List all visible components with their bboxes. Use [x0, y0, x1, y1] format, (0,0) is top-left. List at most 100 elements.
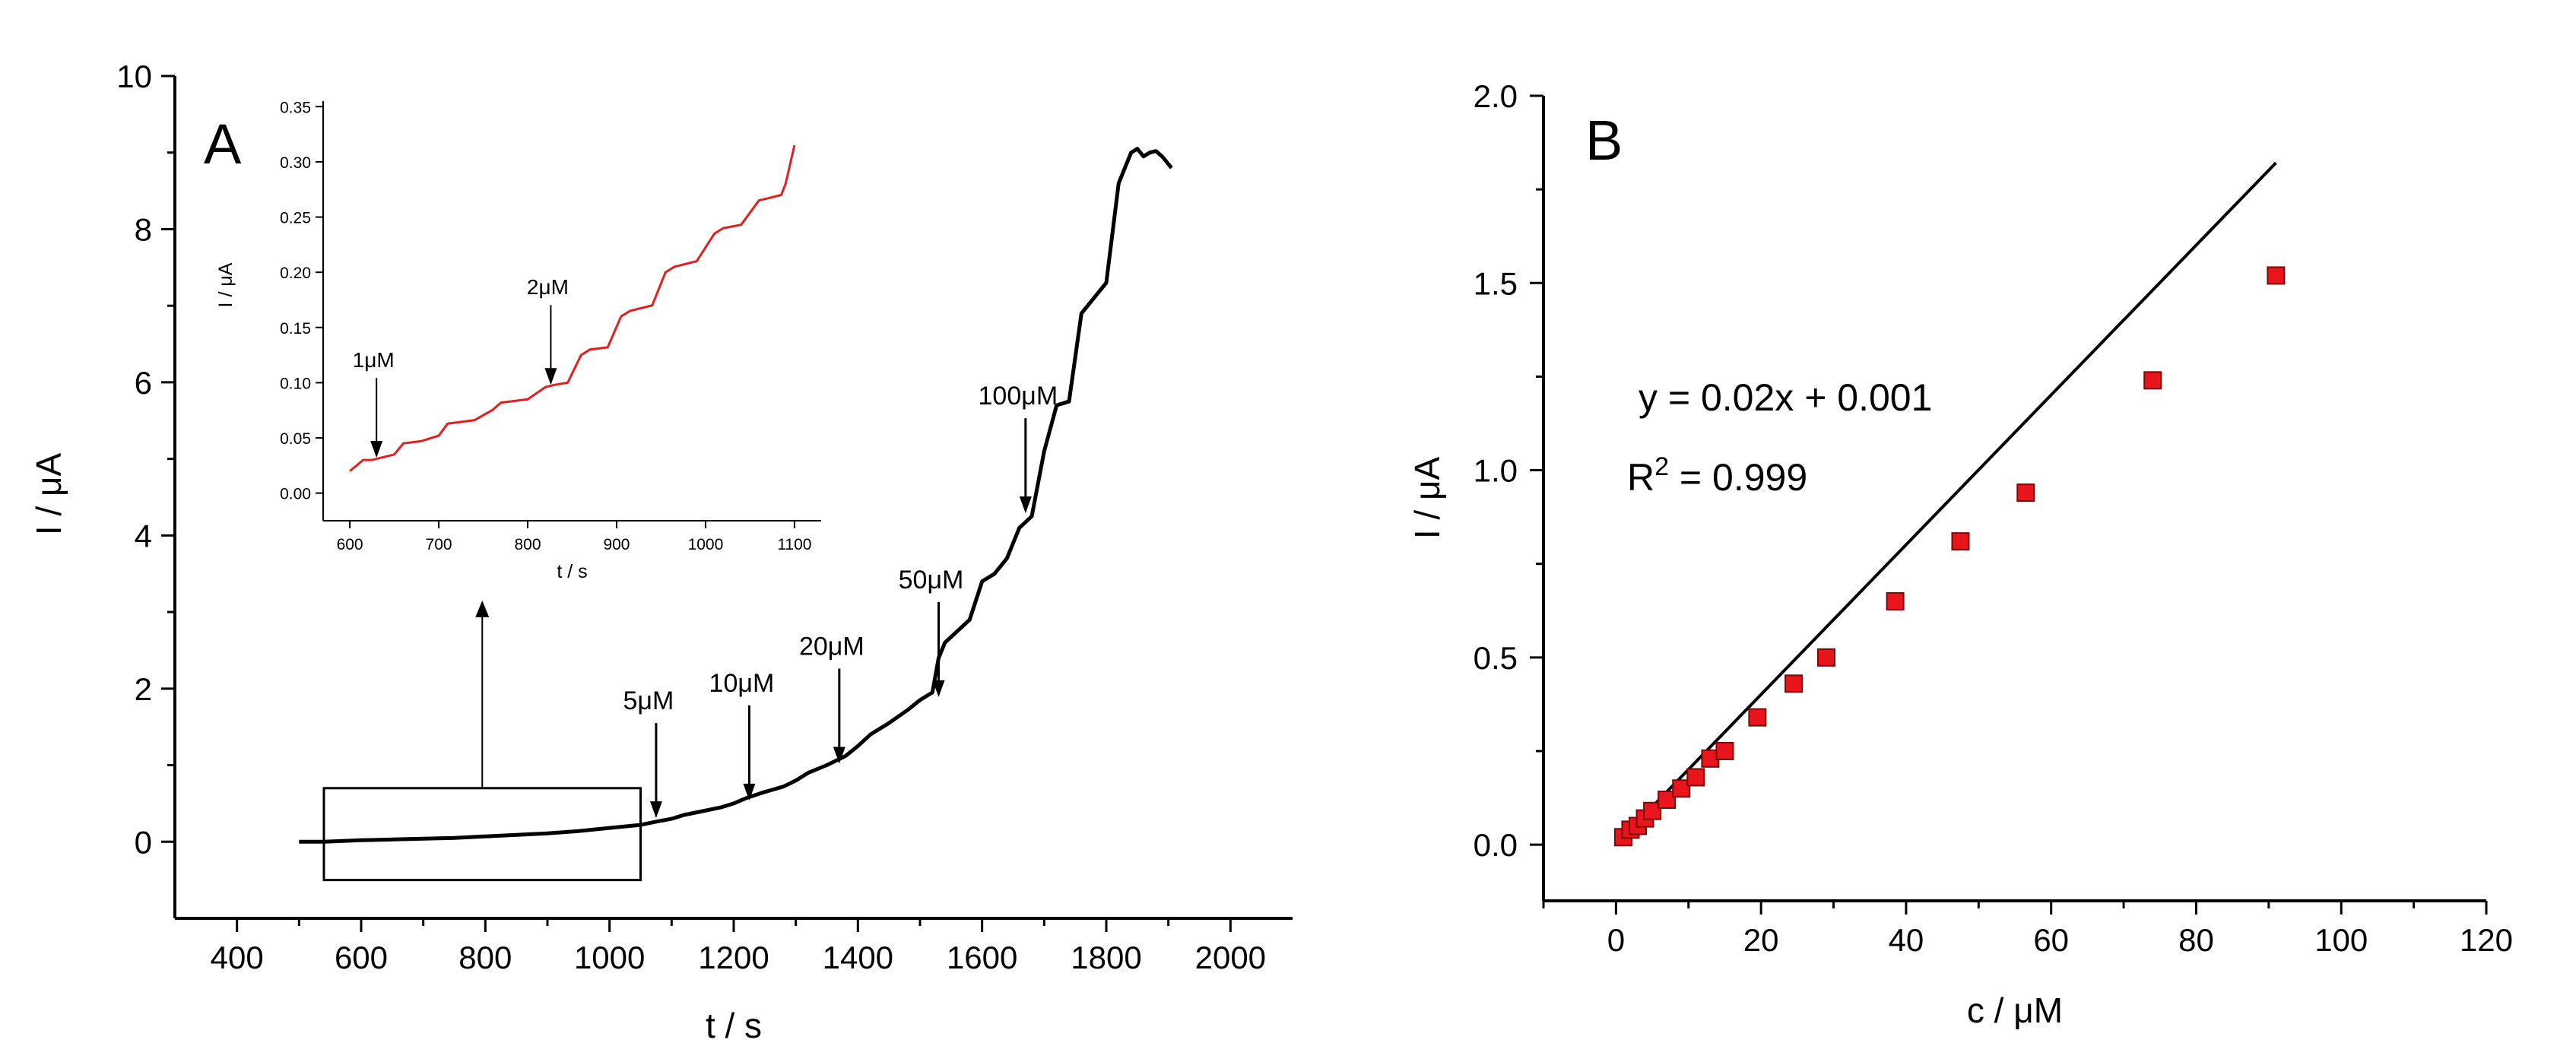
panel-b-chart: 0 20 40 60 80 100 120 0.0 0.5 1.0 1.5 2.0 y = 0.02…	[1407, 78, 2513, 1030]
inset-y-tick-label: 0.10	[280, 375, 311, 392]
inset-y-axis-title: I / μA	[215, 262, 236, 307]
inset-annotations: 1μM 2μM	[353, 275, 569, 458]
data-point	[1748, 708, 1767, 727]
inset-y-tick-label: 0.05	[280, 430, 311, 448]
panel-a-chart: 400 600 800 1000 1200 1400 1600 1800 2000 0 2 4 6 8 1…	[29, 59, 1293, 1045]
panel-a-label: A	[204, 113, 242, 176]
inset-x-tick-label: 900	[603, 536, 630, 553]
panel-b-y-tick-label: 0.5	[1474, 640, 1518, 676]
panel-a-annotation-label: 20μM	[799, 632, 864, 661]
panel-a-arrow-head	[833, 747, 845, 764]
inset-y-tick-label: 0.25	[280, 210, 311, 227]
panel-a-x-tick-label: 400	[211, 940, 264, 975]
inset-chart: 600 700 800 900 1000 1100 0.00 0.05 0.10 0.15 0.2…	[215, 99, 821, 582]
fit-equation: y = 0.02x + 0.001	[1639, 376, 1932, 419]
panel-a-axes	[173, 76, 1293, 920]
data-point	[1672, 779, 1691, 798]
panel-b-x-tick-label: 60	[2033, 922, 2069, 958]
panel-a-y-ticks: 0 2 4 6 8 10	[116, 59, 175, 860]
data-point	[2267, 266, 2286, 285]
panel-a-x-ticks: 400 600 800 1000 1200 1400 1600 1800 2000	[211, 918, 1266, 975]
inset-y-tick-label: 0.30	[280, 154, 311, 172]
panel-b-points	[1613, 266, 2286, 847]
data-point	[1686, 768, 1705, 787]
panel-a-x-tick-label: 1000	[574, 940, 645, 975]
panel-a-annotation-label: 5μM	[623, 686, 674, 715]
inset-annotation-label: 1μM	[353, 348, 395, 372]
inset-y-tick-label: 0.15	[280, 320, 311, 338]
panel-a-arrow-head	[1019, 496, 1032, 514]
panel-a-x-tick-label: 1200	[698, 940, 769, 975]
panel-b-y-tick-label: 1.5	[1474, 265, 1518, 301]
inset-x-tick-label: 700	[426, 536, 452, 553]
inset-annotation-label: 2μM	[527, 275, 569, 299]
inset-arrow-head	[370, 441, 383, 458]
panel-a-y-tick-label: 10	[116, 59, 152, 94]
panel-b-axes	[1542, 96, 2486, 902]
inset-current-line	[349, 144, 796, 472]
data-point	[2016, 483, 2035, 502]
panel-b-y-tick-label: 2.0	[1474, 78, 1518, 114]
data-point	[1886, 591, 1905, 610]
r2-value: = 0.999	[1669, 456, 1807, 499]
panel-b-y-tick-label: 0.0	[1474, 827, 1518, 863]
panel-a-y-tick-label: 4	[135, 518, 152, 553]
panel-a-x-tick-label: 1600	[947, 940, 1017, 975]
panel-a-annotation-label: 10μM	[709, 669, 775, 698]
panel-a-current-line	[299, 147, 1173, 844]
panel-a-x-tick-label: 600	[335, 940, 388, 975]
fit-r-squared: R2 = 0.999	[1627, 452, 1807, 499]
data-point	[1817, 648, 1835, 667]
data-point	[2143, 371, 2162, 390]
data-point	[1658, 791, 1677, 810]
panel-b-x-tick-label: 100	[2314, 922, 2368, 958]
inset-y-ticks: 0.00 0.05 0.10 0.15 0.20 0.25 0.30 0.35	[280, 99, 323, 503]
panel-b-x-tick-label: 0	[1607, 922, 1625, 958]
zoom-arrow-head	[475, 601, 490, 617]
inset-series	[349, 144, 796, 472]
data-point	[1643, 801, 1662, 820]
panel-b-x-axis-title: c / μM	[1967, 991, 2063, 1030]
inset-x-tick-label: 600	[337, 536, 363, 553]
panel-b-y-ticks: 0.0 0.5 1.0 1.5 2.0	[1474, 78, 1543, 863]
panel-b-y-axis-title: I / μA	[1407, 457, 1447, 540]
panel-b-x-tick-label: 120	[2460, 922, 2513, 958]
panel-a-zoom-box	[322, 601, 642, 882]
inset-y-tick-label: 0.35	[280, 99, 311, 116]
inset-y-tick-label: 0.20	[280, 265, 311, 282]
inset-x-tick-label: 1000	[688, 536, 724, 553]
inset-x-axis-title: t / s	[557, 561, 587, 582]
panel-a-y-tick-label: 8	[135, 211, 152, 247]
inset-axes	[322, 101, 821, 521]
panel-a-annotations: 5μM 10μM 20μM 50μM 100μM	[623, 382, 1058, 819]
data-point	[1784, 674, 1804, 693]
panel-a-x-axis-title: t / s	[706, 1006, 762, 1045]
panel-a-x-tick-label: 1400	[823, 940, 893, 975]
inset-x-tick-label: 1100	[777, 536, 811, 553]
panel-a-y-tick-label: 6	[135, 365, 152, 401]
panel-a-arrow-head	[743, 783, 756, 800]
inset-y-tick-label: 0.00	[280, 486, 311, 503]
panel-b-fit-line	[1618, 161, 2277, 842]
panel-b-x-ticks: 0 20 40 60 80 100 120	[1542, 901, 2513, 958]
panel-a-y-axis-title: I / μA	[29, 453, 68, 536]
panel-a-arrow-head	[932, 680, 945, 697]
panel-a-x-tick-label: 2000	[1195, 940, 1266, 975]
r2-superscript: 2	[1654, 452, 1669, 481]
panel-b-x-tick-label: 20	[1743, 922, 1779, 958]
inset-x-tick-label: 800	[514, 536, 541, 553]
panel-a-y-tick-label: 2	[135, 671, 152, 707]
panel-a-arrow-head	[649, 801, 662, 819]
panel-b-x-tick-label: 80	[2178, 922, 2214, 958]
panel-a-series	[299, 147, 1173, 844]
inset-x-ticks: 600 700 800 900 1000 1100	[337, 521, 811, 553]
r2-prefix: R	[1627, 456, 1654, 499]
inset-arrow-head	[544, 368, 557, 385]
panel-b-y-tick-label: 1.0	[1474, 453, 1518, 489]
data-point	[1951, 532, 1970, 551]
panel-a-y-tick-label: 0	[135, 824, 152, 860]
panel-a-x-tick-label: 1800	[1071, 940, 1141, 975]
panel-a-annotation-label: 50μM	[899, 566, 964, 594]
panel-a-x-tick-label: 800	[458, 940, 512, 975]
